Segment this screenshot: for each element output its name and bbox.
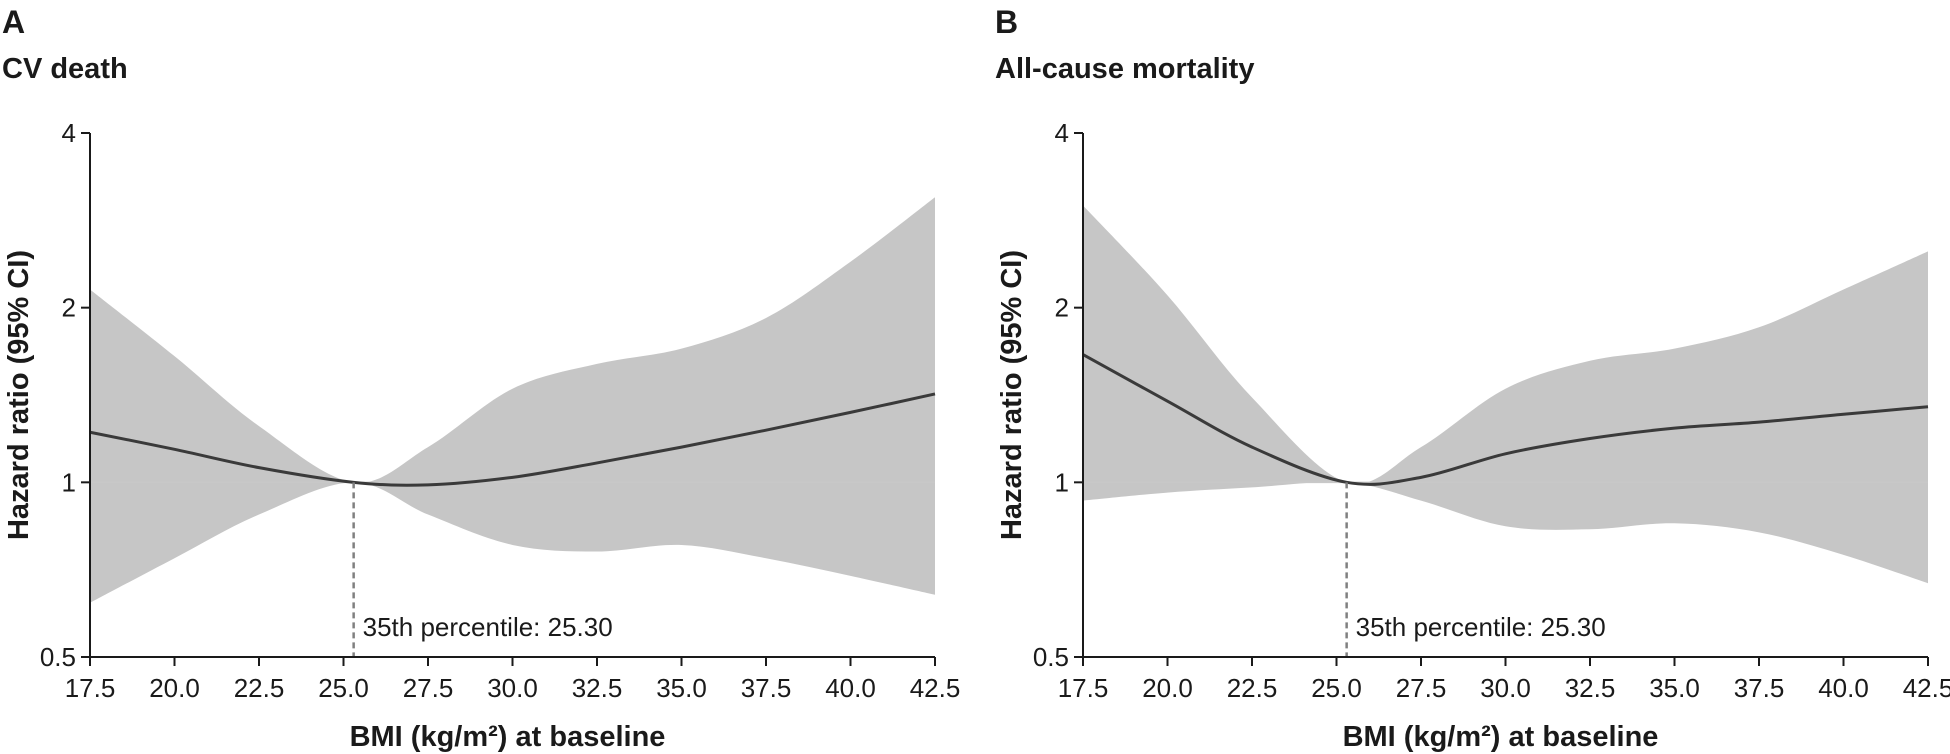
hazard-ratio-line bbox=[89, 392, 936, 487]
y-axis-label: Hazard ratio (95% CI) bbox=[996, 250, 1028, 540]
x-tick-label: 42.5 bbox=[1903, 673, 1950, 703]
x-tick-label: 25.0 bbox=[1311, 673, 1362, 703]
cutoff-label: 35th percentile: 25.30 bbox=[363, 612, 613, 642]
x-tick-label: 27.5 bbox=[403, 673, 454, 703]
x-tick-label: 40.0 bbox=[1818, 673, 1869, 703]
y-tick-label: 0.5 bbox=[40, 642, 76, 672]
y-tick-label: 2 bbox=[1055, 293, 1069, 323]
panel-title: CV death bbox=[2, 53, 128, 85]
confidence-band bbox=[1083, 205, 1928, 584]
x-tick-label: 35.0 bbox=[656, 673, 707, 703]
x-tick-label: 30.0 bbox=[1480, 673, 1531, 703]
y-tick-label: 4 bbox=[62, 118, 76, 148]
x-tick-label: 42.5 bbox=[910, 673, 961, 703]
x-tick-label: 22.5 bbox=[234, 673, 285, 703]
x-tick-label: 20.0 bbox=[1142, 673, 1193, 703]
panel-a: A CV death 35th percentile: 25.30 17.5 20.0 2… bbox=[2, 4, 960, 753]
x-tick-label: 32.5 bbox=[572, 673, 623, 703]
y-tick-label: 1 bbox=[1055, 467, 1069, 497]
y-tick-label: 2 bbox=[62, 293, 76, 323]
x-tick-label: 27.5 bbox=[1396, 673, 1447, 703]
y-tick-label: 0.5 bbox=[1033, 642, 1069, 672]
panel-b: B All-cause mortality 35th percentile: 25.… bbox=[995, 4, 1950, 753]
x-axis-label: BMI (kg/m²) at baseline bbox=[1343, 721, 1659, 753]
y-tick-label: 4 bbox=[1055, 118, 1069, 148]
x-tick-label: 25.0 bbox=[318, 673, 369, 703]
x-axis-label: BMI (kg/m²) at baseline bbox=[350, 721, 666, 753]
x-tick-label: 20.0 bbox=[149, 673, 200, 703]
panel-letter: A bbox=[2, 4, 25, 40]
x-tick-label: 17.5 bbox=[65, 673, 116, 703]
x-tick-label: 37.5 bbox=[1734, 673, 1785, 703]
x-tick-label: 22.5 bbox=[1227, 673, 1278, 703]
panel-letter: B bbox=[995, 4, 1018, 40]
panel-title: All-cause mortality bbox=[995, 53, 1254, 85]
x-tick-label: 35.0 bbox=[1649, 673, 1700, 703]
x-tick-label: 32.5 bbox=[1565, 673, 1616, 703]
x-tick-label: 40.0 bbox=[825, 673, 876, 703]
cutoff-label: 35th percentile: 25.30 bbox=[1356, 612, 1606, 642]
x-tick-label: 30.0 bbox=[487, 673, 538, 703]
x-tick-label: 17.5 bbox=[1058, 673, 1109, 703]
y-tick-label: 1 bbox=[62, 467, 76, 497]
y-axis-label: Hazard ratio (95% CI) bbox=[3, 250, 35, 540]
hazard-ratio-line bbox=[1082, 353, 1929, 486]
confidence-band bbox=[90, 197, 935, 603]
x-tick-label: 37.5 bbox=[741, 673, 792, 703]
